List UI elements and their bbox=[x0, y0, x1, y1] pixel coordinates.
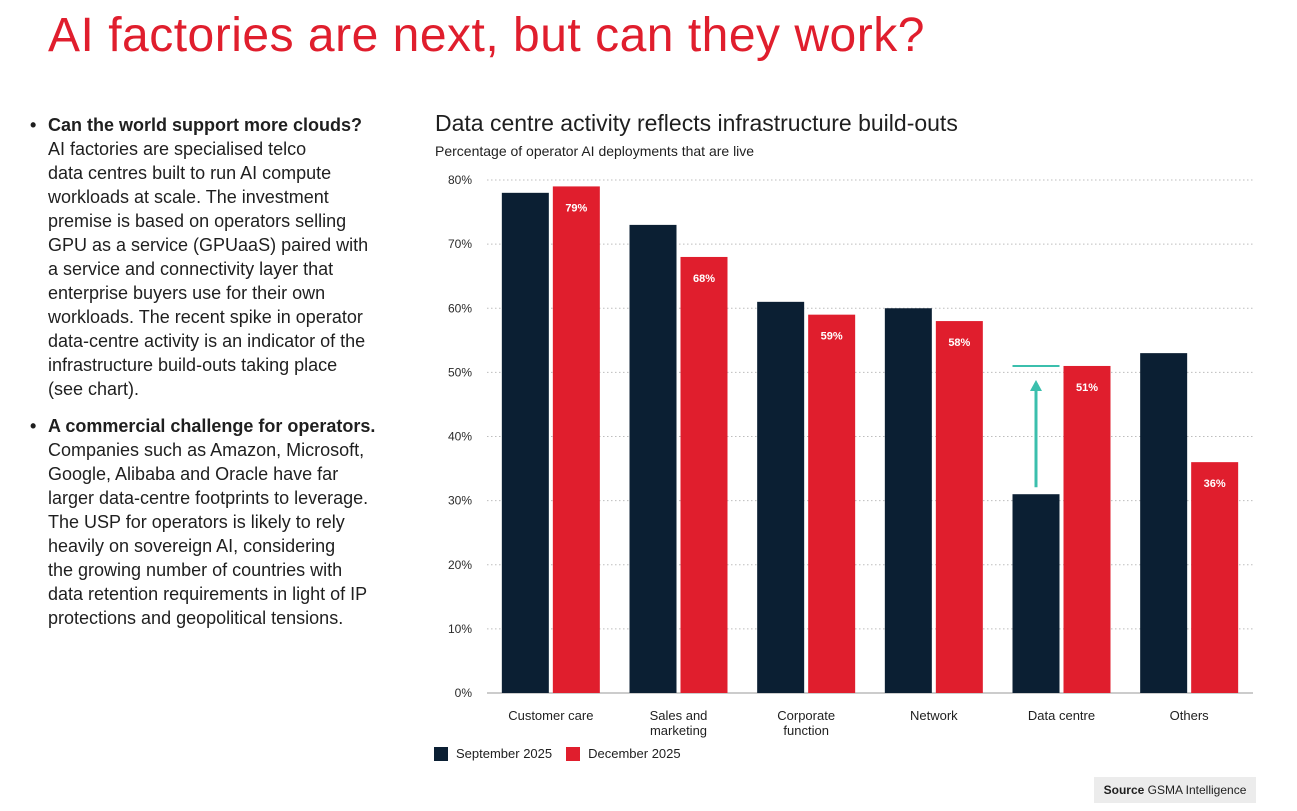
source-badge: Source GSMA Intelligence bbox=[1094, 777, 1256, 803]
bar-september bbox=[629, 224, 677, 693]
y-tick-label: 0% bbox=[455, 686, 473, 700]
category-label: Data centre bbox=[1028, 708, 1095, 723]
category-label: Customer care bbox=[508, 708, 593, 723]
data-label-december: 36% bbox=[1204, 478, 1226, 490]
bullet-text-line: workloads at scale. The investment bbox=[48, 187, 329, 207]
bullet-text-line: the growing number of countries with bbox=[48, 560, 343, 580]
bullet-text-line: premise is based on operators selling bbox=[48, 211, 347, 231]
category-label: Network bbox=[910, 708, 958, 723]
chart-legend: September 2025 December 2025 bbox=[434, 746, 695, 761]
bar-september bbox=[1140, 353, 1188, 693]
y-tick-label: 60% bbox=[448, 301, 472, 315]
category-label: Others bbox=[1170, 708, 1210, 723]
category-label: Sales and marketing bbox=[650, 708, 708, 738]
legend-item-december: December 2025 bbox=[566, 746, 681, 761]
bar-chart: 0% 10% 20% 30% 40% 50% 60% 70% 80% 79% Customer ca… bbox=[448, 173, 1253, 738]
bar-september bbox=[757, 301, 805, 693]
legend-swatch-september bbox=[434, 746, 448, 761]
bullet-text-line: Google, Alibaba and Oracle have far bbox=[48, 464, 339, 484]
bullet-text-line: data centres built to run AI compute bbox=[48, 163, 332, 183]
data-label-december: 59% bbox=[821, 331, 843, 343]
data-label-december: 58% bbox=[948, 337, 970, 349]
bar-december bbox=[680, 256, 728, 693]
bullet-dot-icon: • bbox=[30, 416, 37, 436]
y-tick-label: 40% bbox=[448, 430, 472, 444]
bullet-text-line: The USP for operators is likely to rely bbox=[48, 512, 345, 532]
bullet-text-line: workloads. The recent spike in operator bbox=[48, 307, 363, 327]
legend-item-september: September 2025 bbox=[434, 746, 552, 761]
chart-subtitle: Percentage of operator AI deployments th… bbox=[435, 143, 755, 159]
y-tick-label: 70% bbox=[448, 237, 472, 251]
data-label-december: 68% bbox=[693, 273, 715, 285]
bar-december bbox=[1063, 365, 1111, 693]
arrow-up-icon bbox=[1030, 379, 1042, 391]
bullet-list: • Can the world support more clouds? AI … bbox=[28, 113, 420, 643]
bar-september bbox=[1012, 494, 1060, 693]
y-tick-label: 50% bbox=[448, 365, 472, 379]
legend-swatch-december bbox=[566, 746, 581, 761]
bar-december bbox=[552, 186, 600, 693]
y-tick-label: 80% bbox=[448, 173, 472, 187]
bullet-text-line: infrastructure build-outs taking place bbox=[48, 355, 338, 375]
chart-title: Data centre activity reflects infrastruc… bbox=[435, 110, 958, 136]
legend-label-december: December 2025 bbox=[588, 746, 681, 761]
y-tick-label: 30% bbox=[448, 494, 472, 508]
bar-december bbox=[1191, 462, 1239, 693]
bullet-text-line: a service and connectivity layer that bbox=[48, 259, 334, 279]
page-title: AI factories are next, but can they work… bbox=[48, 9, 925, 62]
source-label: Source bbox=[1103, 783, 1145, 797]
bullet-text-line: AI factories are specialised telco bbox=[48, 139, 307, 159]
bullet-lead: A commercial challenge for operators. bbox=[48, 416, 376, 436]
data-label-december: 51% bbox=[1076, 382, 1098, 394]
source-value: GSMA Intelligence bbox=[1147, 783, 1247, 797]
bar-december bbox=[935, 321, 983, 693]
bullet-text-line: GPU as a service (GPUaaS) paired with bbox=[48, 235, 369, 255]
bullet-text-line: data-centre activity is an indicator of … bbox=[48, 331, 366, 351]
bar-september bbox=[884, 308, 932, 693]
bullet-text-line: (see chart). bbox=[48, 379, 140, 399]
bullet-text-line: heavily on sovereign AI, considering bbox=[48, 536, 336, 556]
category-label: Corporate function bbox=[777, 708, 835, 738]
y-tick-label: 10% bbox=[448, 622, 472, 636]
bullet-item: • Can the world support more clouds? AI … bbox=[28, 113, 420, 401]
bullet-item: • A commercial challenge for operators. … bbox=[28, 414, 420, 630]
bullet-text-line: larger data-centre footprints to leverag… bbox=[48, 488, 369, 508]
bullet-text-line: data retention requirements in light of … bbox=[48, 584, 368, 604]
y-tick-label: 20% bbox=[448, 558, 472, 572]
bullet-text-line: enterprise buyers use for their own bbox=[48, 283, 326, 303]
legend-label-september: September 2025 bbox=[456, 746, 553, 761]
bullet-dot-icon: • bbox=[30, 115, 37, 135]
bar-september bbox=[501, 192, 549, 693]
bullet-lead: Can the world support more clouds? bbox=[48, 115, 363, 135]
bar-december bbox=[808, 314, 856, 693]
bullet-text-line: protections and geopolitical tensions. bbox=[48, 608, 344, 628]
bullet-text-line: Companies such as Amazon, Microsoft, bbox=[48, 440, 365, 460]
data-label-december: 79% bbox=[565, 202, 587, 214]
